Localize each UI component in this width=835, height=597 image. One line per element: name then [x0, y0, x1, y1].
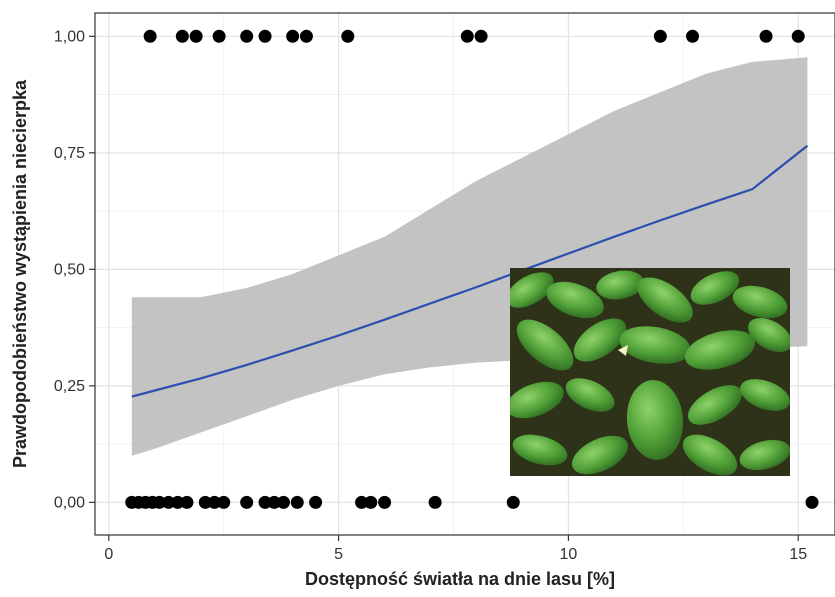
data-point-absence	[208, 495, 222, 509]
y-axis-label: Prawdopodobieństwo wystąpienia niecierpk…	[10, 79, 30, 468]
data-point-absence	[506, 495, 520, 509]
confidence-band	[131, 57, 808, 456]
y-tick-label: 0,75	[54, 145, 85, 162]
data-point-absence	[355, 495, 369, 509]
x-tick-label: 5	[334, 546, 343, 563]
data-point-presence	[175, 29, 189, 43]
data-point-presence	[686, 29, 700, 43]
data-point-presence	[143, 29, 157, 43]
data-point-presence	[341, 29, 355, 43]
y-tick-label: 0,50	[54, 261, 85, 278]
data-point-absence	[805, 495, 819, 509]
data-point-absence	[267, 495, 281, 509]
data-point-presence	[240, 29, 254, 43]
data-point-absence	[364, 495, 378, 509]
confidence-band-group	[131, 57, 808, 456]
x-tick-label: 15	[789, 546, 807, 563]
data-point-absence	[180, 495, 194, 509]
data-point-absence	[240, 495, 254, 509]
fit-line-group	[131, 144, 809, 398]
data-point-absence	[309, 495, 323, 509]
x-tick-label: 0	[104, 546, 113, 563]
fit-line	[131, 144, 809, 398]
data-point-absence	[428, 495, 442, 509]
y-tick-label: 0,25	[54, 378, 85, 395]
data-point-presence	[189, 29, 203, 43]
y-tick-label: 1,00	[54, 28, 85, 45]
x-tick-label: 10	[560, 546, 578, 563]
data-point-absence	[217, 495, 231, 509]
data-point-presence	[299, 29, 313, 43]
axes-group: 0 5 10 15 0,00 0,25 0,50 0,75 1,00	[54, 28, 807, 563]
data-point-absence	[162, 495, 176, 509]
data-point-absence	[152, 495, 166, 509]
data-point-presence	[759, 29, 773, 43]
data-point-absence	[290, 495, 304, 509]
data-points-group	[125, 29, 819, 509]
data-point-presence	[212, 29, 226, 43]
y-tick-label: 0,00	[54, 494, 85, 511]
inset-plant-photo	[510, 268, 790, 476]
data-point-presence	[460, 29, 474, 43]
x-axis-label: Dostępność światła na dnie lasu [%]	[305, 569, 615, 589]
data-point-presence	[286, 29, 300, 43]
data-point-absence	[171, 495, 185, 509]
data-point-absence	[276, 495, 290, 509]
data-point-presence	[653, 29, 667, 43]
data-point-presence	[258, 29, 272, 43]
data-point-presence	[474, 29, 488, 43]
data-point-presence	[791, 29, 805, 43]
data-point-absence	[198, 495, 212, 509]
plot-panel-border	[94, 12, 835, 536]
data-point-absence	[258, 495, 272, 509]
data-point-absence	[378, 495, 392, 509]
